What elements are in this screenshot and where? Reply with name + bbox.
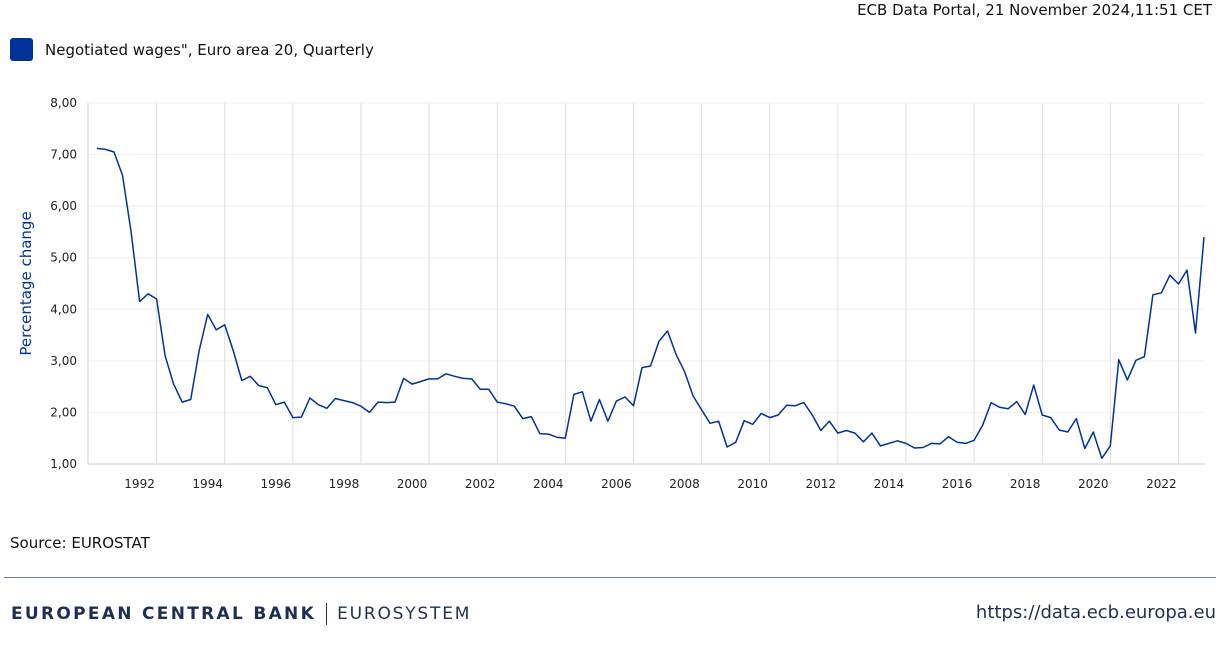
x-tick-label: 2022	[1146, 477, 1177, 491]
y-axis-label: Percentage change	[17, 211, 35, 355]
x-tick-label: 1994	[192, 477, 223, 491]
x-tick-label: 2004	[533, 477, 564, 491]
y-tick-label: 4,00	[50, 302, 77, 316]
x-tick-label: 2010	[737, 477, 768, 491]
ecb-logo: EUROPEAN CENTRAL BANK EUROSYSTEM	[11, 603, 471, 625]
x-tick-label: 2012	[806, 477, 837, 491]
source-note: Source: EUROSTAT	[10, 534, 150, 552]
x-tick-label: 1992	[124, 477, 155, 491]
x-tick-label: 2014	[874, 477, 905, 491]
series-line-0[interactable]	[96, 147, 1205, 460]
x-tick-label: 1996	[261, 477, 292, 491]
y-tick-label: 1,00	[50, 457, 77, 471]
bank-name: EUROPEAN CENTRAL BANK	[11, 604, 317, 624]
x-tick-labels: 1992 1994 1996 1998 2000 2002 2004 2006 2008 2010…	[124, 477, 1176, 491]
y-tick-label: 3,00	[50, 354, 77, 368]
y-tick-label: 2,00	[50, 405, 77, 419]
legend[interactable]: Negotiated wages", Euro area 20, Quarter…	[10, 38, 374, 61]
y-tick-label: 5,00	[50, 251, 77, 265]
y-tick-label: 6,00	[50, 199, 77, 213]
series-group	[96, 147, 1205, 460]
logo-separator	[326, 603, 328, 625]
x-tick-label: 2018	[1010, 477, 1041, 491]
y-tick-labels: 1,00 2,00 3,00 4,00 5,00 6,00 7,00 8,00	[50, 96, 77, 471]
bank-subtitle: EUROSYSTEM	[337, 604, 472, 624]
legend-label: Negotiated wages", Euro area 20, Quarter…	[45, 40, 374, 59]
x-tick-label: 2016	[942, 477, 973, 491]
x-tick-label: 2000	[397, 477, 428, 491]
y-tick-label: 8,00	[50, 96, 77, 110]
grid	[87, 102, 1205, 465]
x-tick-label: 2020	[1078, 477, 1109, 491]
x-tick-label: 1998	[329, 477, 360, 491]
x-tick-label: 2008	[669, 477, 700, 491]
portal-link[interactable]: https://data.ecb.europa.eu	[975, 602, 1216, 623]
legend-swatch	[10, 38, 33, 61]
timestamp: ECB Data Portal, 21 November 2024,11:51 …	[857, 1, 1212, 19]
x-tick-label: 2002	[465, 477, 496, 491]
x-tick-label: 2006	[601, 477, 632, 491]
line-chart: 1,002,003,004,005,006,007,008,00 1992 199…	[17, 96, 1205, 491]
footer-divider	[4, 577, 1216, 578]
y-tick-label: 7,00	[50, 148, 77, 162]
